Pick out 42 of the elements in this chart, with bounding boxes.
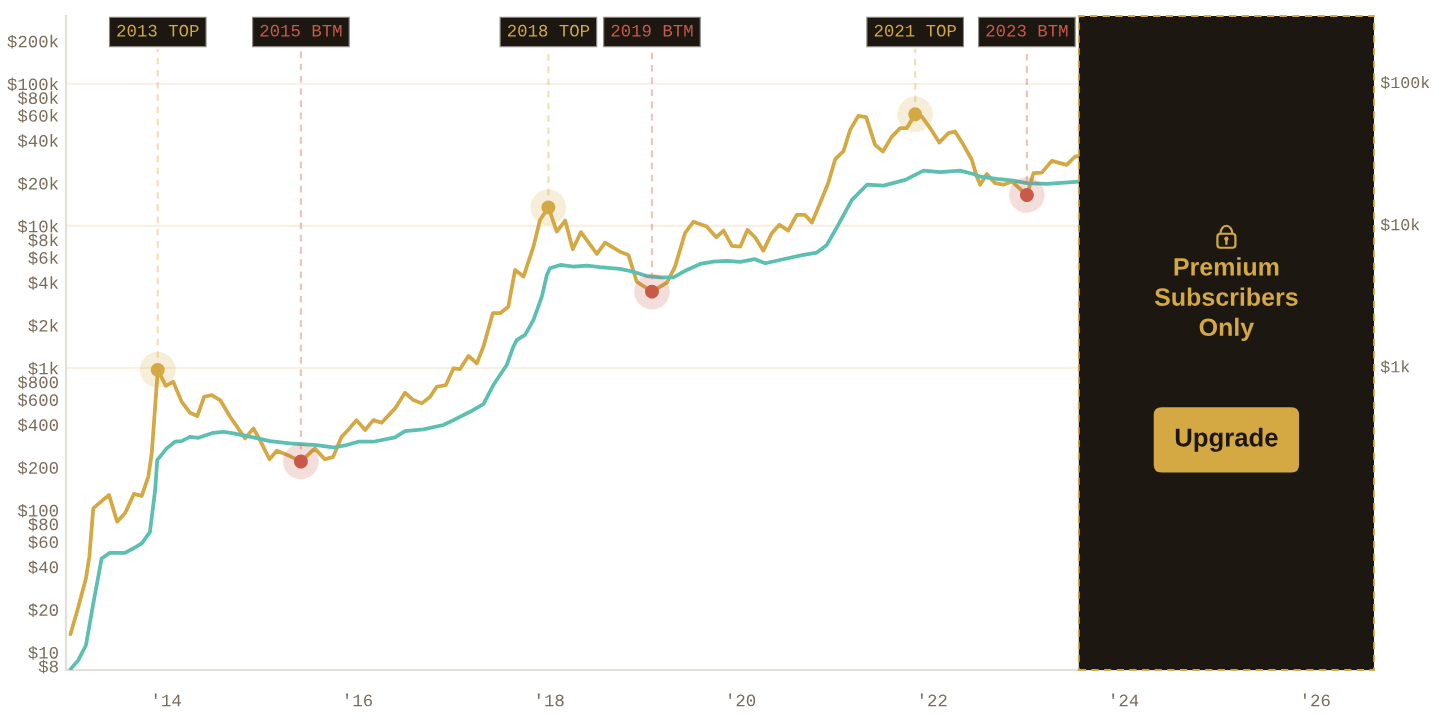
y-tick-label: $2k <box>28 318 59 333</box>
band-label: Premium Subscribers Only <box>1154 257 1298 342</box>
y-tick-label: $400 <box>17 418 58 433</box>
y-tick-label: $200 <box>17 461 58 475</box>
y-tick-label: $600 <box>17 393 58 408</box>
y-tick-label: $10 <box>28 646 58 660</box>
ref-line-label: 2015 BTM <box>260 24 342 37</box>
y-tick-label: $20k <box>17 176 59 191</box>
ref-line-label: 2023 BTM <box>986 24 1068 37</box>
y-tick-label: $20 <box>28 603 58 617</box>
y-tick-label: $40 <box>28 560 58 575</box>
x-tick-label: '18 <box>537 693 564 707</box>
y-tick-label: $40k <box>17 134 59 148</box>
x-tick-label: '24 <box>1112 693 1139 707</box>
ref-line-label: 2018 TOP <box>507 24 590 37</box>
ref-line-label: 2021 TOP <box>874 24 956 37</box>
ref-line-label: $10k <box>1380 218 1420 232</box>
x-tick-label: '22 <box>920 693 947 707</box>
y-tick-label: $200k <box>7 34 59 49</box>
y-tick-label: $100 <box>17 503 58 518</box>
x-tick-label: '14 <box>154 693 181 707</box>
line-series <box>68 168 1081 670</box>
y-tick-label: $80k <box>17 91 59 106</box>
y-tick-label: $60 <box>28 535 58 550</box>
y-tick-label: $6k <box>28 251 59 265</box>
y-tick-label: $800 <box>17 375 58 390</box>
x-tick-label: '20 <box>729 693 756 707</box>
x-tick-label: '16 <box>346 693 373 707</box>
ref-line-label: $1k <box>1380 360 1410 374</box>
x-tick-label: '26 <box>1303 693 1330 707</box>
y-tick-label: $8 <box>38 659 58 674</box>
annotation: Upgrade <box>1175 427 1278 452</box>
y-tick-label: $60k <box>17 109 59 123</box>
y-tick-label: $80 <box>28 517 58 532</box>
y-tick-label: $1k <box>28 361 59 376</box>
ref-line-label: 2019 BTM <box>611 24 693 37</box>
ref-line-label: $100k <box>1380 76 1430 90</box>
y-tick-label: $100k <box>7 77 59 92</box>
ref-line-label: 2013 TOP <box>117 24 199 37</box>
y-tick-label: $8k <box>28 233 59 248</box>
y-tick-label: $10k <box>17 219 59 234</box>
y-tick-label: $4k <box>28 276 59 290</box>
